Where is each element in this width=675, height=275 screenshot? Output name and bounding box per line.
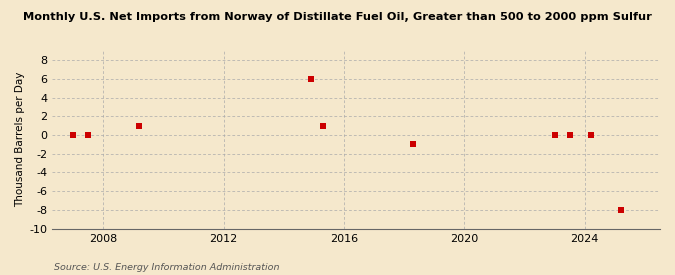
Point xyxy=(134,123,144,128)
Text: Monthly U.S. Net Imports from Norway of Distillate Fuel Oil, Greater than 500 to: Monthly U.S. Net Imports from Norway of … xyxy=(23,12,652,22)
Point xyxy=(616,208,626,212)
Point xyxy=(585,133,596,137)
Point xyxy=(564,133,575,137)
Point xyxy=(317,123,328,128)
Point xyxy=(83,133,94,137)
Point xyxy=(306,77,317,81)
Point xyxy=(408,142,418,147)
Point xyxy=(68,133,78,137)
Point xyxy=(549,133,560,137)
Text: Source: U.S. Energy Information Administration: Source: U.S. Energy Information Administ… xyxy=(54,263,279,272)
Y-axis label: Thousand Barrels per Day: Thousand Barrels per Day xyxy=(15,72,25,207)
